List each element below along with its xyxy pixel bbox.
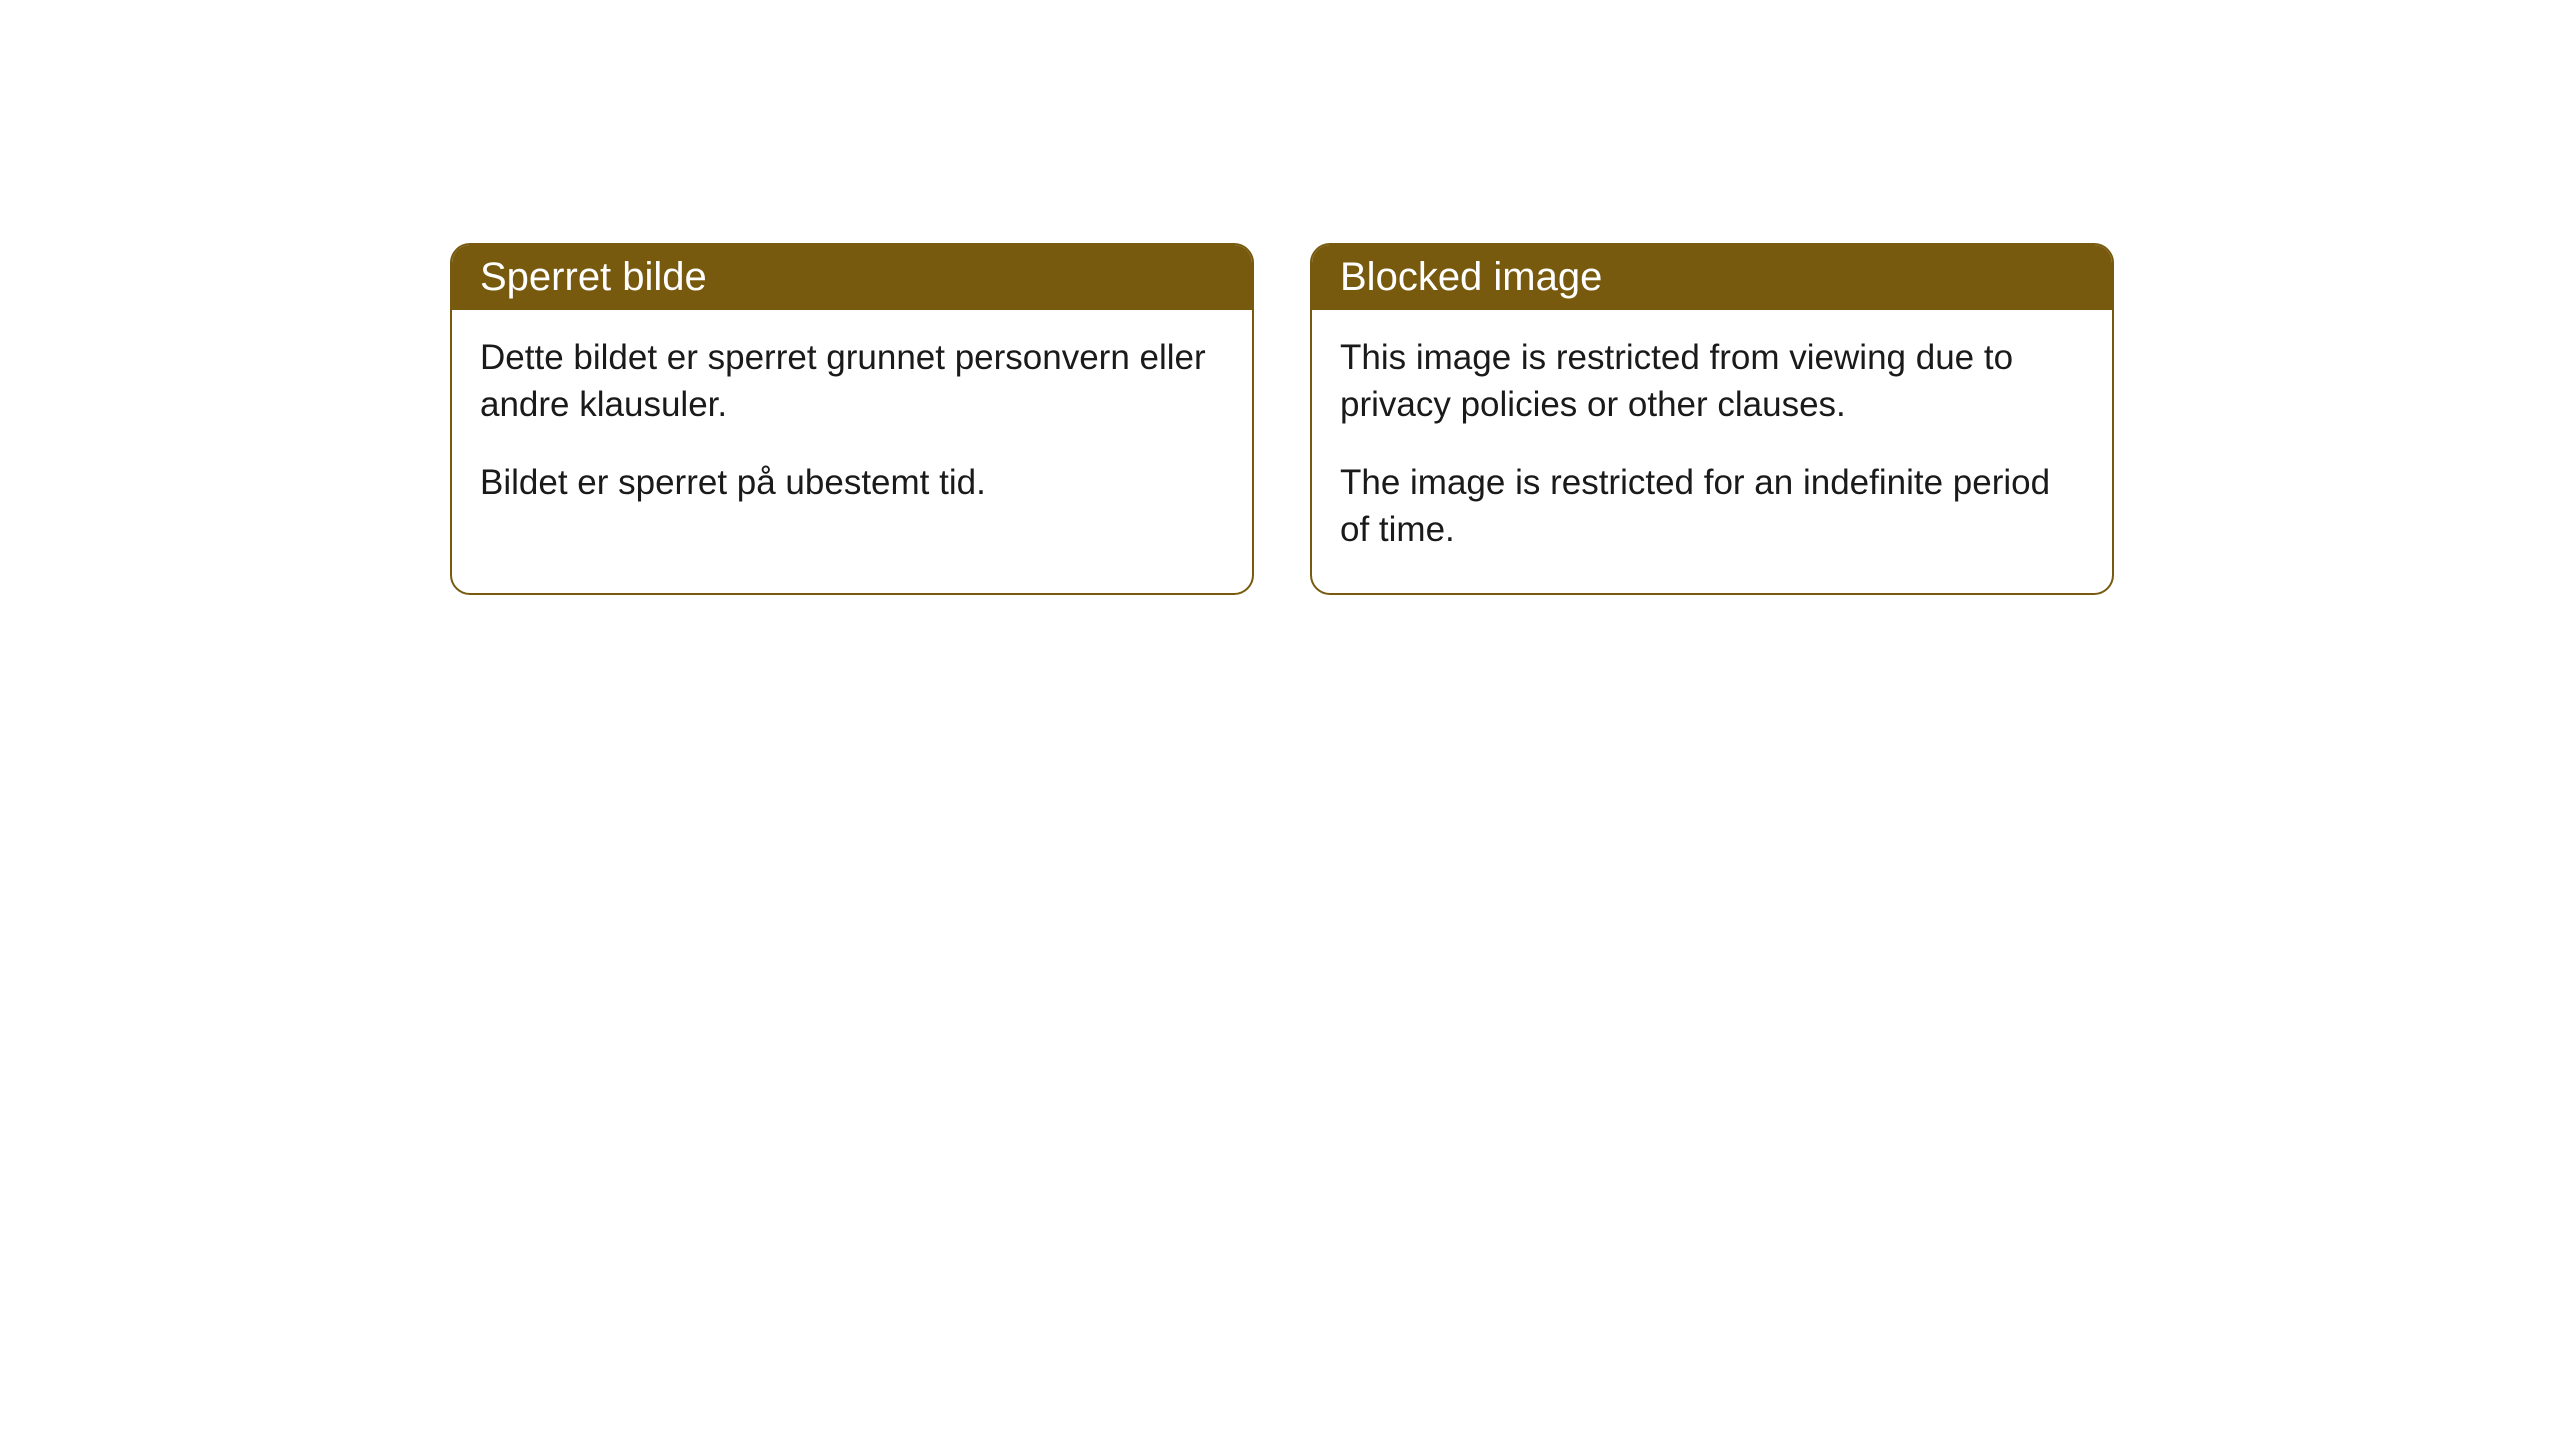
cards-container: Sperret bilde Dette bildet er sperret gr… bbox=[0, 0, 2560, 595]
card-paragraph: This image is restricted from viewing du… bbox=[1340, 334, 2084, 429]
card-paragraph: Bildet er sperret på ubestemt tid. bbox=[480, 459, 1224, 506]
card-body: Dette bildet er sperret grunnet personve… bbox=[452, 310, 1252, 546]
card-title: Sperret bilde bbox=[480, 255, 707, 299]
card-paragraph: Dette bildet er sperret grunnet personve… bbox=[480, 334, 1224, 429]
card-body: This image is restricted from viewing du… bbox=[1312, 310, 2112, 593]
card-header: Sperret bilde bbox=[452, 245, 1252, 310]
card-paragraph: The image is restricted for an indefinit… bbox=[1340, 459, 2084, 554]
card-header: Blocked image bbox=[1312, 245, 2112, 310]
blocked-image-card-english: Blocked image This image is restricted f… bbox=[1310, 243, 2114, 595]
card-title: Blocked image bbox=[1340, 255, 1602, 299]
blocked-image-card-norwegian: Sperret bilde Dette bildet er sperret gr… bbox=[450, 243, 1254, 595]
